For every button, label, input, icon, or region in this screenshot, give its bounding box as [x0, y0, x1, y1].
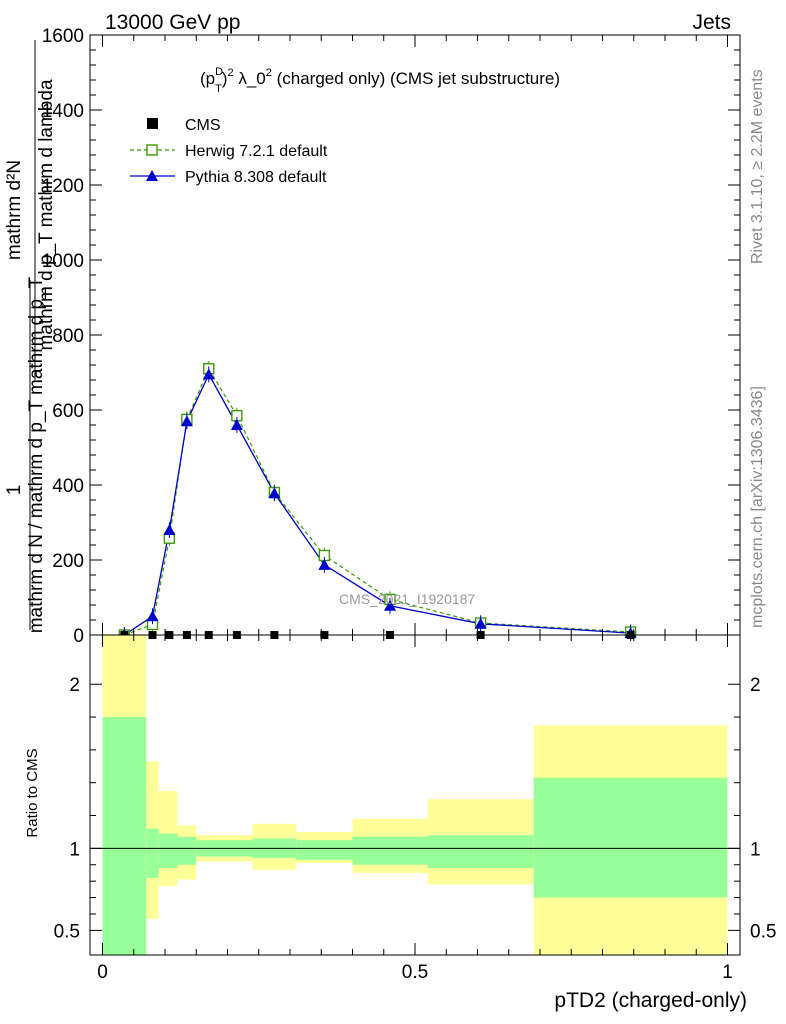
y-tick-label: 1200 — [42, 176, 84, 197]
title-sub-t: T — [215, 83, 222, 95]
plot-title: (pD T)2 λ_02 (charged only) (CMS jet subs… — [200, 66, 560, 95]
y-tick-label: 600 — [52, 401, 84, 422]
title-prefix: (p — [200, 69, 215, 88]
x-axis-label: pTD2 (charged-only) — [554, 989, 747, 1012]
stat-band — [158, 833, 178, 869]
ratio-y-tick-label: 0.5 — [54, 921, 80, 942]
stat-band — [146, 828, 159, 878]
ratio-plot: 0.5 0.51 12 2 0 0.5 1 Ratio to CMS — [24, 35, 776, 983]
ylabel-bottom-den: mathrm d N / mathrm d p_T mathrm d p_T — [26, 276, 47, 633]
legend-cms-marker — [147, 118, 158, 129]
pythia-point — [318, 558, 331, 570]
ratio-y-tick-label-right: 0.5 — [750, 921, 776, 942]
rivet-label: Rivet 3.1.10, ≥ 2.2M events — [749, 69, 766, 264]
y-tick-label: 1000 — [42, 251, 84, 272]
ylabel-top-den: mathrm d p_T mathrm d lambda — [36, 79, 57, 350]
main-y-ticks: 0 200 400 600 800 1000 1200 1400 1600 — [42, 26, 740, 647]
y-tick-label: 800 — [52, 326, 84, 347]
pythia-point — [230, 419, 243, 430]
pythia-point — [146, 610, 159, 622]
ratio-y-tick-label: 1 — [69, 839, 80, 860]
header-left: 13000 GeV pp — [105, 11, 240, 34]
pythia-point — [474, 617, 487, 629]
legend-herwig-marker — [146, 144, 158, 156]
x-ticks: 0 0.5 1 — [97, 35, 733, 983]
x-tick-label: 0 — [97, 962, 108, 983]
analysis-label: CMS_2021_I1920187 — [339, 591, 475, 607]
legend: CMS Herwig 7.2.1 default Pythia 8.308 de… — [130, 117, 328, 186]
ratio-y-tick-label-right: 1 — [750, 839, 761, 860]
legend-cms-label: CMS — [185, 117, 221, 134]
title-rest: λ_0 — [234, 69, 266, 88]
ratio-y-tick-label: 2 — [69, 675, 80, 696]
x-tick-label: 1 — [722, 962, 733, 983]
stat-band — [427, 835, 534, 869]
ratio-ylabel: Ratio to CMS — [24, 748, 41, 837]
ylabel-top-num: mathrm d²N — [4, 160, 25, 260]
ratio-y-tick-label-right: 2 — [750, 675, 761, 696]
title-suffix: (charged only) (CMS jet substructure) — [272, 69, 560, 88]
legend-herwig-label: Herwig 7.2.1 default — [185, 143, 328, 160]
title-sup-2b: 2 — [266, 67, 272, 79]
pythia-point — [180, 415, 193, 427]
header-right: Jets — [692, 11, 731, 34]
x-tick-label: 0.5 — [402, 962, 428, 983]
stat-band — [296, 840, 353, 860]
pythia-point — [202, 368, 215, 380]
y-tick-label: 1600 — [42, 26, 84, 47]
ylabel-bottom-num: 1 — [4, 485, 25, 496]
legend-pythia-label: Pythia 8.308 default — [185, 169, 327, 186]
y-tick-label: 1400 — [42, 101, 84, 122]
stat-band — [533, 777, 728, 898]
title-mid: ) — [222, 69, 228, 88]
herwig-line — [124, 367, 631, 636]
stat-band — [102, 717, 147, 955]
y-tick-label: 200 — [52, 551, 84, 572]
pythia-point — [163, 524, 176, 535]
title-sup-2: 2 — [227, 67, 233, 79]
pythia-point — [268, 487, 281, 499]
legend-pythia-marker — [146, 170, 158, 181]
ratio-bands — [102, 635, 728, 955]
main-ylabel: mathrm d²N mathrm d p_T mathrm d lambda … — [4, 40, 57, 633]
mcplots-label: mcplots.cern.ch [arXiv:1306.3436] — [749, 386, 766, 628]
title-sup-d: D — [215, 66, 223, 78]
y-tick-label: 0 — [73, 626, 84, 647]
pythia-point — [384, 599, 396, 611]
stat-band — [177, 836, 197, 865]
y-tick-label: 400 — [52, 476, 84, 497]
ratio-y-ticks: 0.5 0.5 1 1 2 2 — [54, 675, 777, 942]
stat-band — [352, 836, 428, 865]
